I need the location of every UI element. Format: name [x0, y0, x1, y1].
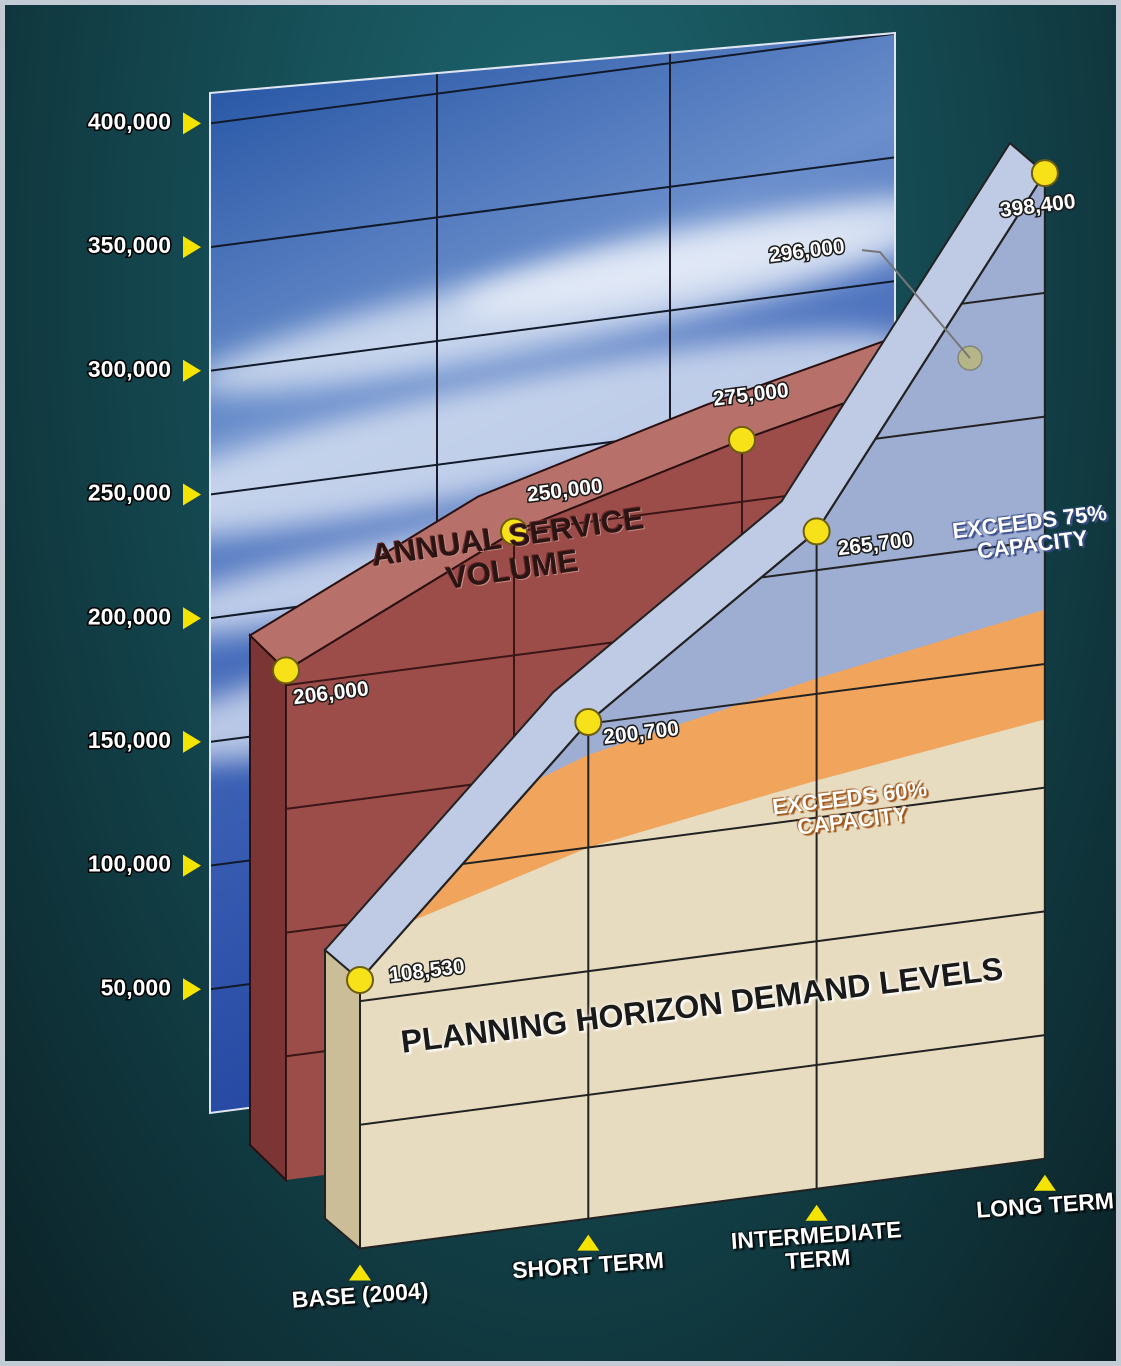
tick-marker [183, 359, 201, 382]
tick-marker [183, 854, 201, 877]
y-tick-label: 300,000 [88, 356, 171, 382]
y-tick-label: 250,000 [88, 480, 171, 506]
demand-face [360, 173, 1045, 1249]
demand-point [802, 517, 831, 546]
y-tick-label: 150,000 [88, 727, 171, 753]
grid-line [360, 1034, 1045, 1126]
grid-line [210, 33, 895, 125]
chart: 50,000 100,000 150,000 200,000 250,000 300,00… [86, 31, 1078, 1281]
demand-point [1030, 159, 1059, 188]
category-marker [1033, 1174, 1056, 1191]
category-marker [349, 1264, 371, 1281]
demand-point [574, 708, 603, 737]
tick-marker [183, 607, 201, 630]
tick-marker [183, 730, 201, 753]
y-tick-label: 50,000 [101, 974, 171, 1000]
tick-marker [183, 483, 201, 506]
asv-side-face [249, 633, 287, 1183]
grid-line [210, 156, 895, 249]
band-area [360, 719, 1045, 1249]
category-marker [577, 1234, 600, 1251]
grid-line [210, 280, 895, 372]
cloud [460, 195, 895, 315]
demand-side-face [324, 947, 361, 1251]
y-tick-label: 100,000 [88, 851, 171, 877]
y-tick-label: 400,000 [88, 108, 171, 134]
grid-line [360, 910, 1045, 1003]
grid-line [360, 786, 1045, 879]
category-marker [805, 1204, 828, 1221]
asv-point [728, 425, 756, 454]
asv-point [272, 656, 300, 685]
leader-line [861, 249, 971, 359]
tick-marker [183, 236, 201, 259]
tick-marker [183, 978, 201, 1001]
demand-point [346, 965, 374, 994]
asv-point [500, 517, 528, 546]
y-tick-label: 200,000 [88, 603, 171, 629]
cloud [210, 332, 895, 538]
tick-marker [183, 112, 201, 135]
y-tick-label: 350,000 [88, 232, 171, 258]
demand-line [359, 172, 1046, 981]
